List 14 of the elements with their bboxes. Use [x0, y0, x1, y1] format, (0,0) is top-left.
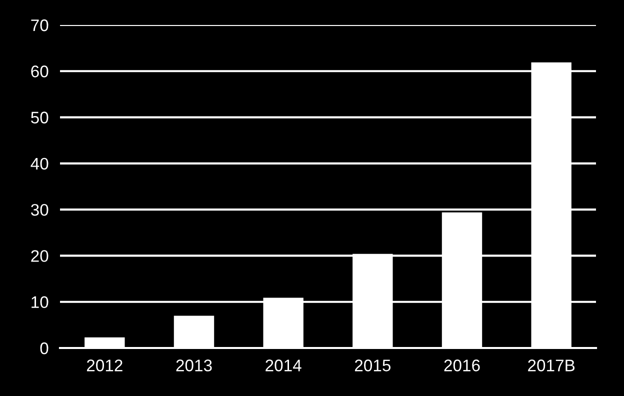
x-tick-label: 2017B: [528, 360, 575, 372]
x-tick-label: 2014: [266, 360, 302, 372]
y-tick-label: 60: [31, 66, 48, 78]
x-tick-label: 2013: [176, 360, 212, 372]
y-tick-label: 0: [40, 342, 48, 354]
x-tick-label: 2016: [444, 360, 480, 372]
y-tick-label: 10: [32, 296, 48, 308]
y-tick-label: 50: [31, 112, 48, 124]
y-tick-label: 70: [31, 19, 48, 32]
y-tick-label: 20: [31, 250, 48, 262]
x-tick-label: 2015: [354, 360, 391, 372]
x-tick-label: 2012: [86, 360, 122, 372]
y-tick-label: 40: [30, 158, 48, 170]
y-tick-label: 30: [30, 204, 48, 216]
